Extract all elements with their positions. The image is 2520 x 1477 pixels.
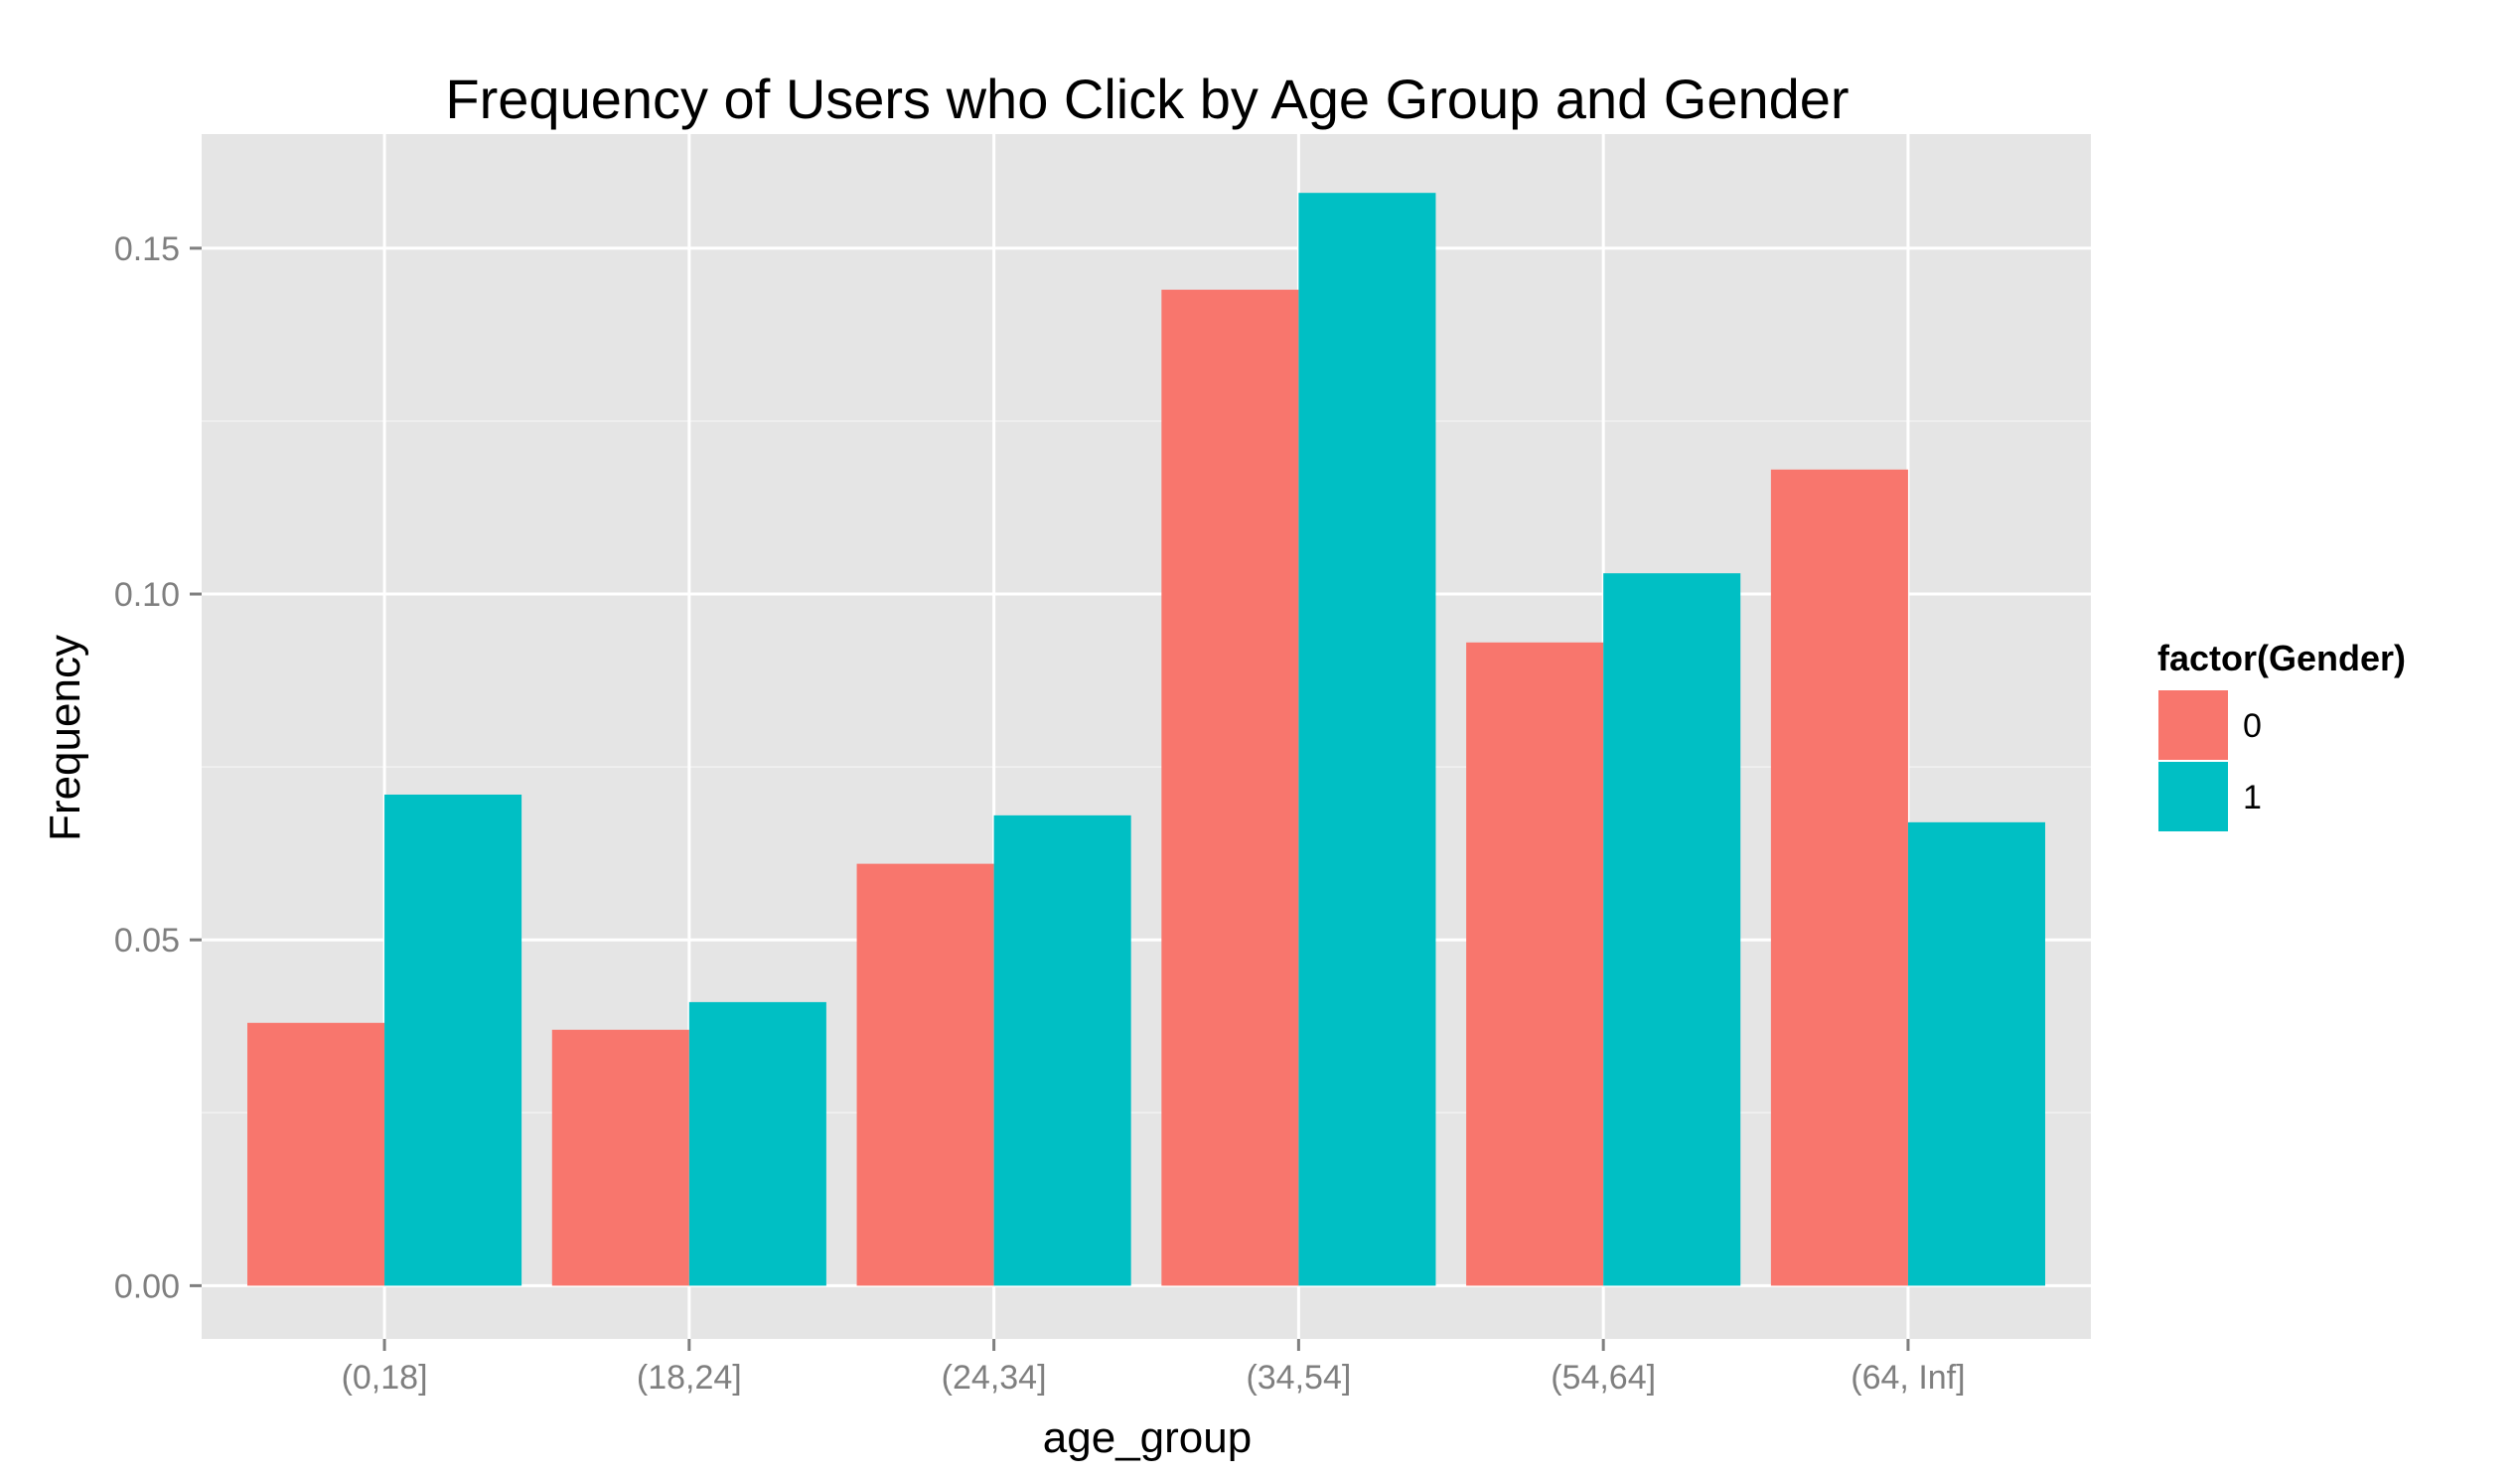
bar-gender-0-1 <box>247 1022 385 1286</box>
bar-gender-1-6 <box>1907 821 2045 1286</box>
bar-gender-1-3 <box>993 814 1131 1286</box>
bar-gender-1-2 <box>688 1001 826 1286</box>
bar-gender-0-2 <box>551 1029 689 1286</box>
bar-gender-0-5 <box>1466 642 1604 1286</box>
x-tick-label: (0,18] <box>342 1359 428 1397</box>
bar-gender-0-4 <box>1161 289 1299 1286</box>
y-tick-label: 0.15 <box>114 230 180 268</box>
bar-gender-1-5 <box>1603 573 1741 1286</box>
y-tick-label: 0.00 <box>114 1267 180 1305</box>
y-tick-label: 0.10 <box>114 576 180 614</box>
x-tick-label: (24,34] <box>942 1359 1047 1397</box>
x-axis-title: age_group <box>1043 1413 1252 1462</box>
legend-items: 01 <box>2156 688 2262 833</box>
x-tick-label: (18,24] <box>637 1359 742 1397</box>
y-axis-title: Frequency <box>41 635 89 841</box>
y-axis: 0.00 0.05 0.10 0.15 <box>114 230 202 1305</box>
x-tick-label: (64, Inf] <box>1851 1359 1965 1397</box>
legend-key-1 <box>2158 762 2228 831</box>
legend-key-0 <box>2158 690 2228 760</box>
x-tick-label: (54,64] <box>1551 1359 1656 1397</box>
legend-title: factor(Gender) <box>2157 638 2406 678</box>
chart-title: Frequency of Users who Click by Age Grou… <box>445 68 1849 130</box>
bar-gender-0-6 <box>1770 469 1908 1286</box>
y-tick-label: 0.05 <box>114 922 180 960</box>
bars <box>247 193 2045 1286</box>
x-tick-label: (34,54] <box>1246 1359 1351 1397</box>
x-axis: (0,18] (18,24] (24,34] (34,54] (54,64] (64, I… <box>342 1339 1966 1397</box>
legend-label-1: 1 <box>2243 779 2262 816</box>
bar-gender-1-1 <box>384 794 522 1286</box>
bar-gender-1-4 <box>1298 193 1436 1286</box>
legend-label-0: 0 <box>2243 707 2262 745</box>
bar-gender-0-3 <box>856 863 994 1286</box>
legend: factor(Gender) 01 <box>2156 638 2406 833</box>
